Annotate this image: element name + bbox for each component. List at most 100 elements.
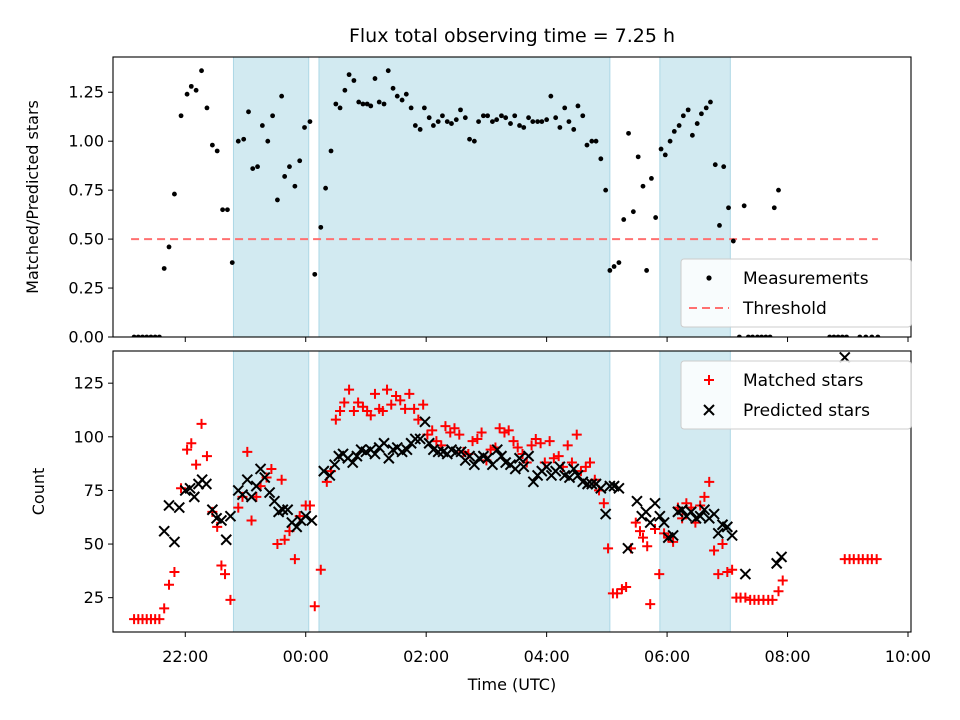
- measurement-point: [494, 117, 500, 123]
- measurement-point: [662, 152, 668, 158]
- matched-star-point: [773, 586, 784, 597]
- predicted-star-point: [554, 461, 566, 473]
- measurement-point: [580, 113, 586, 119]
- predicted-star-point: [563, 471, 576, 484]
- measurement-point: [152, 334, 158, 337]
- measurement-point: [275, 197, 280, 203]
- predicted-star-point: [649, 497, 661, 510]
- measurement-point: [694, 121, 700, 126]
- y-tick-label: 50: [84, 535, 104, 554]
- measurement-point: [863, 334, 869, 337]
- predicted-star-point: [770, 557, 783, 570]
- measurement-point: [453, 117, 459, 123]
- matched-star-point: [722, 566, 733, 577]
- measurement-point: [544, 117, 550, 123]
- measurement-point: [148, 334, 154, 337]
- predicted-star-point: [306, 514, 318, 527]
- predicted-star-point: [168, 536, 181, 548]
- predicted-star-point: [694, 510, 706, 522]
- matched-star-point: [704, 476, 715, 487]
- plot-frame: [112, 350, 912, 633]
- measurement-point: [220, 207, 226, 213]
- measurement-point: [699, 111, 704, 117]
- measurement-point: [658, 146, 664, 152]
- matched-star-point: [266, 463, 277, 474]
- matched-star-point: [503, 425, 514, 436]
- matched-star-point: [584, 457, 595, 468]
- measurement-point: [390, 85, 396, 91]
- measurement-point: [255, 164, 260, 170]
- predicted-star-point: [290, 521, 303, 533]
- matched-star-point: [279, 534, 290, 545]
- measurement-point: [521, 125, 527, 130]
- matched-star-point: [603, 543, 614, 554]
- matched-star-point: [717, 539, 728, 550]
- measurement-point: [603, 187, 609, 193]
- x-tick-label: 10:00: [885, 647, 931, 666]
- matched-star-point: [330, 414, 341, 425]
- measurement-point: [759, 334, 765, 337]
- legend-label: Predicted stars: [743, 401, 870, 421]
- x-tick-label: 00:00: [283, 647, 329, 666]
- predicted-star-point: [481, 452, 494, 464]
- measurement-point: [869, 334, 875, 337]
- ratio-panel: 0.00 0.25 0.50 0.75 1.00 1.25 Matched/Predicte…: [23, 56, 912, 347]
- predicted-star-point: [586, 478, 598, 490]
- matched-star-point: [154, 614, 165, 625]
- measurement-point: [259, 123, 265, 128]
- matched-star-point: [645, 599, 656, 610]
- matched-star-point: [242, 446, 253, 457]
- measurement-point: [408, 105, 414, 111]
- measurement-point: [161, 266, 167, 271]
- measurement-point: [875, 334, 881, 337]
- predicted-star-point: [527, 476, 540, 488]
- measurement-point: [426, 115, 432, 121]
- predicted-star-point: [631, 495, 643, 507]
- measurement-point: [184, 91, 190, 97]
- measurement-point: [458, 107, 463, 113]
- measurement-point: [575, 103, 581, 109]
- measurement-point: [476, 119, 481, 125]
- measurement-point: [135, 334, 141, 337]
- matched-star-point: [400, 403, 411, 414]
- measurement-point: [526, 115, 531, 121]
- measurement-point: [562, 105, 568, 111]
- measurement-point: [708, 99, 713, 105]
- measurement-point: [745, 334, 751, 337]
- y-axis-label: Matched/Predicted stars: [23, 100, 42, 294]
- matched-star-point: [548, 453, 559, 464]
- matched-star-point: [650, 524, 661, 535]
- legend: Measurements Threshold: [680, 258, 912, 328]
- measurement-point: [292, 183, 298, 189]
- matched-star-point: [404, 388, 415, 399]
- matched-star-point: [740, 592, 751, 603]
- measurement-point: [649, 175, 654, 181]
- matched-star-point: [309, 601, 320, 612]
- predicted-star-point: [540, 461, 553, 473]
- predicted-star-point: [215, 514, 228, 527]
- measurement-point: [471, 138, 477, 144]
- legend-box: [680, 360, 912, 430]
- matched-star-point: [512, 442, 523, 453]
- predicted-star-point: [450, 446, 462, 458]
- predicted-star-point: [698, 504, 711, 516]
- measurement-point: [611, 264, 617, 269]
- measurement-point: [553, 115, 559, 121]
- measurement-point: [270, 113, 275, 119]
- measurement-point: [421, 105, 427, 111]
- matched-star-point: [449, 423, 460, 434]
- measurement-point: [209, 142, 215, 148]
- predicted-star-point: [775, 551, 788, 563]
- measurement-point: [593, 138, 599, 144]
- measurement-point: [653, 215, 659, 220]
- matched-star-point: [339, 397, 350, 408]
- x-tick-label: 04:00: [524, 647, 570, 666]
- measurement-point: [685, 107, 691, 113]
- measurement-point: [490, 119, 495, 125]
- matched-star-point: [276, 474, 287, 485]
- measurement-point: [333, 101, 339, 107]
- measurement-point: [156, 334, 162, 337]
- measurement-point: [835, 334, 841, 337]
- measurement-point: [385, 68, 391, 74]
